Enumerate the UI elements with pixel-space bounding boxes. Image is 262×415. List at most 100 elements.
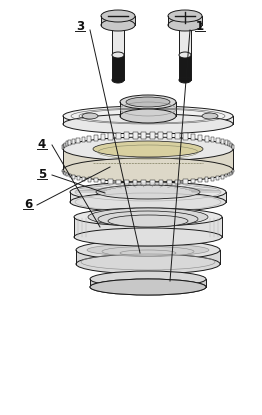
Polygon shape: [120, 102, 176, 116]
Ellipse shape: [82, 113, 98, 119]
Text: 1: 1: [196, 20, 204, 34]
Bar: [228, 173, 230, 176]
Bar: [179, 55, 191, 80]
Ellipse shape: [101, 10, 135, 22]
Bar: [191, 178, 195, 183]
Ellipse shape: [120, 109, 176, 123]
Ellipse shape: [202, 113, 218, 119]
Bar: [179, 25, 191, 55]
Bar: [82, 177, 85, 181]
Ellipse shape: [63, 158, 233, 182]
Ellipse shape: [102, 247, 194, 256]
Polygon shape: [90, 279, 206, 287]
Ellipse shape: [70, 182, 226, 202]
Bar: [124, 180, 129, 185]
Ellipse shape: [101, 19, 135, 31]
Ellipse shape: [88, 208, 208, 226]
Bar: [211, 137, 214, 142]
Bar: [183, 179, 188, 184]
Ellipse shape: [76, 254, 220, 274]
Bar: [228, 142, 230, 146]
Text: 3: 3: [76, 20, 84, 34]
Bar: [221, 175, 224, 178]
Bar: [77, 138, 80, 143]
Ellipse shape: [74, 228, 222, 246]
Text: 4: 4: [38, 139, 46, 151]
Bar: [101, 178, 105, 183]
Text: 5: 5: [38, 168, 46, 181]
Polygon shape: [70, 192, 226, 202]
Bar: [116, 180, 121, 184]
Ellipse shape: [168, 10, 202, 22]
Bar: [112, 25, 124, 55]
Bar: [198, 178, 202, 183]
Bar: [108, 179, 113, 184]
Bar: [82, 137, 85, 142]
Ellipse shape: [90, 271, 206, 287]
Bar: [230, 143, 232, 147]
Bar: [62, 146, 64, 149]
Ellipse shape: [112, 77, 124, 83]
Bar: [141, 132, 146, 139]
Bar: [63, 171, 64, 174]
Ellipse shape: [168, 19, 202, 31]
Ellipse shape: [179, 52, 191, 58]
Bar: [101, 16, 135, 25]
Bar: [150, 132, 155, 139]
Bar: [116, 133, 121, 139]
Bar: [112, 55, 124, 80]
Bar: [62, 170, 64, 173]
Bar: [175, 133, 180, 139]
Bar: [88, 177, 91, 182]
Bar: [167, 132, 172, 139]
Ellipse shape: [63, 137, 233, 161]
Bar: [88, 136, 91, 142]
Bar: [232, 170, 234, 173]
Bar: [150, 180, 155, 185]
Ellipse shape: [93, 141, 203, 157]
Bar: [205, 136, 209, 142]
Bar: [205, 177, 208, 182]
Ellipse shape: [76, 240, 220, 260]
Ellipse shape: [112, 52, 124, 58]
Bar: [133, 180, 137, 185]
Bar: [232, 146, 234, 149]
Bar: [232, 144, 233, 148]
Ellipse shape: [87, 244, 209, 256]
Ellipse shape: [126, 97, 170, 107]
Ellipse shape: [90, 279, 206, 295]
Bar: [64, 172, 66, 175]
Bar: [225, 140, 228, 145]
Bar: [108, 133, 113, 140]
Ellipse shape: [63, 114, 233, 134]
Bar: [159, 180, 163, 185]
Ellipse shape: [90, 279, 206, 295]
Bar: [216, 176, 219, 180]
Bar: [141, 180, 146, 185]
Bar: [175, 180, 180, 184]
Bar: [159, 132, 163, 139]
Bar: [216, 138, 220, 143]
Bar: [124, 132, 129, 139]
Ellipse shape: [98, 211, 198, 227]
Ellipse shape: [120, 95, 176, 109]
Polygon shape: [63, 116, 233, 124]
Ellipse shape: [120, 250, 176, 256]
Bar: [63, 144, 64, 148]
Bar: [66, 173, 68, 176]
Bar: [225, 174, 227, 178]
Bar: [230, 172, 232, 175]
Polygon shape: [74, 217, 222, 237]
Bar: [191, 134, 195, 140]
Ellipse shape: [63, 106, 233, 126]
Ellipse shape: [96, 185, 200, 199]
Ellipse shape: [108, 215, 188, 227]
Bar: [94, 178, 98, 183]
Bar: [183, 133, 188, 140]
Bar: [69, 174, 71, 178]
Bar: [221, 139, 224, 144]
Bar: [167, 180, 172, 185]
Bar: [64, 143, 66, 147]
Bar: [168, 16, 202, 25]
Bar: [101, 134, 105, 140]
